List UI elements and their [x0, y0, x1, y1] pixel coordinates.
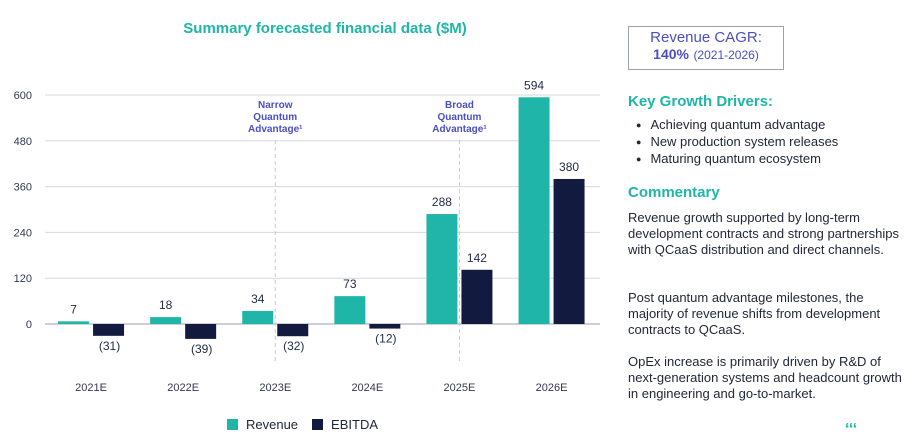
ebitda-data-label: 142 [467, 251, 487, 265]
y-tick-label: 240 [14, 227, 32, 239]
ebitda-bar [553, 178, 585, 324]
revenue-data-label: 288 [432, 195, 452, 209]
ebitda-data-label: (39) [191, 342, 212, 356]
annotation-text: Narrow [258, 100, 293, 111]
legend-swatch-revenue [227, 419, 238, 430]
driver-item: Maturing quantum ecosystem [636, 151, 838, 168]
revenue-bar [58, 321, 90, 324]
cagr-period: (2021-2026) [693, 48, 759, 62]
y-tick-label: 120 [14, 273, 32, 285]
drivers-heading: Key Growth Drivers: [628, 93, 774, 110]
chart-legend: Revenue EBITDA [227, 417, 392, 432]
legend-item-ebitda: EBITDA [312, 417, 378, 432]
annotation-text: Advantage¹ [248, 124, 303, 135]
commentary-paragraph-2: Post quantum advantage milestones, the m… [628, 290, 881, 337]
ebitda-data-label: (31) [99, 339, 120, 353]
bar-chart: 0 120 240 360 480 600 7 (31) 2021E 18 (39) 2022E 34 (… [14, 78, 600, 394]
drivers-list: Achieving quantum advantage New producti… [636, 117, 838, 168]
ebitda-data-label: (32) [283, 339, 304, 353]
ebitda-bar [185, 324, 217, 339]
x-tick-label: 2023E [259, 382, 291, 394]
legend-label-revenue: Revenue [246, 417, 299, 432]
corner-decoration-icon: ‘‘‘ [845, 421, 858, 438]
revenue-data-label: 34 [251, 292, 265, 306]
x-tick-label: 2022E [167, 382, 199, 394]
ebitda-data-label: (12) [375, 332, 396, 346]
x-tick-label: 2021E [75, 382, 107, 394]
revenue-bar [334, 296, 366, 324]
revenue-bar [150, 317, 182, 324]
ebitda-bar [369, 324, 401, 329]
annotation-text: Quantum [438, 112, 482, 123]
cagr-value: 140% [653, 46, 689, 62]
commentary-paragraph-1: Revenue growth supported by long-term de… [628, 210, 899, 257]
driver-item: Achieving quantum advantage [636, 117, 838, 134]
ebitda-bar [93, 324, 125, 336]
revenue-bar [518, 97, 550, 324]
driver-item: New production system releases [636, 134, 838, 151]
ebitda-bar [461, 269, 493, 324]
ebitda-data-label: 380 [559, 160, 579, 174]
revenue-bar [242, 311, 274, 324]
y-tick-label: 0 [26, 319, 32, 331]
revenue-data-label: 73 [343, 277, 357, 291]
cagr-box: Revenue CAGR: 140% (2021-2026) [628, 26, 784, 70]
x-tick-label: 2025E [444, 382, 476, 394]
annotation-text: Advantage¹ [432, 124, 487, 135]
revenue-bar [426, 214, 458, 324]
annotation-text: Broad [445, 100, 474, 111]
commentary-heading: Commentary [628, 184, 720, 201]
legend-item-revenue: Revenue [227, 417, 298, 432]
y-tick-label: 360 [14, 182, 32, 194]
annotation-text: Quantum [253, 112, 297, 123]
x-tick-label: 2024E [351, 382, 383, 394]
cagr-label: Revenue CAGR: [650, 29, 762, 46]
revenue-data-label: 594 [524, 78, 544, 92]
legend-swatch-ebitda [312, 419, 324, 430]
commentary-paragraph-3: OpEx increase is primarily driven by R&D… [628, 354, 902, 401]
y-tick-label: 600 [14, 90, 32, 102]
revenue-data-label: 7 [70, 302, 77, 316]
revenue-data-label: 18 [159, 298, 173, 312]
legend-label-ebitda: EBITDA [331, 417, 379, 432]
chart-title: Summary forecasted financial data ($M) [183, 20, 467, 37]
ebitda-bar [277, 324, 309, 337]
y-tick-label: 480 [14, 136, 32, 148]
x-tick-label: 2026E [536, 382, 568, 394]
